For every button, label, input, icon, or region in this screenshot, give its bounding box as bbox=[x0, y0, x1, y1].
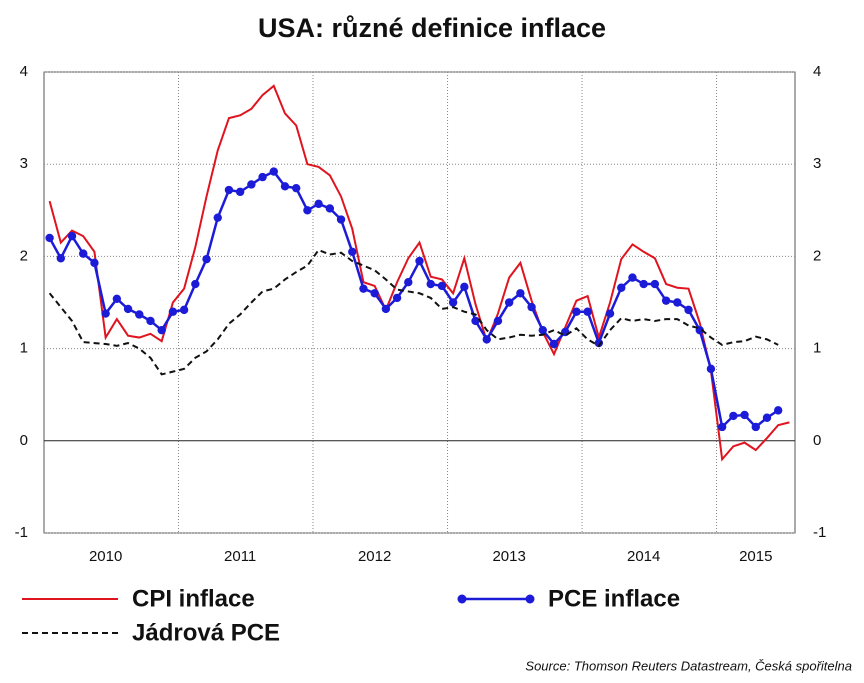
point bbox=[336, 215, 346, 224]
point bbox=[79, 249, 88, 258]
point bbox=[471, 316, 480, 326]
point bbox=[729, 411, 738, 421]
point bbox=[583, 307, 592, 316]
point bbox=[404, 278, 413, 287]
legend-label: Jádrová PCE bbox=[132, 619, 280, 646]
y2-tick-label: -1 bbox=[813, 524, 826, 541]
point bbox=[123, 304, 133, 314]
point bbox=[235, 187, 245, 197]
point bbox=[258, 172, 267, 182]
legend-marker bbox=[457, 594, 467, 604]
point bbox=[45, 233, 54, 243]
y2-tick-label: 4 bbox=[813, 63, 821, 80]
series-line bbox=[48, 248, 779, 376]
point bbox=[437, 281, 447, 291]
x-tick-label: 2015 bbox=[739, 548, 772, 565]
point bbox=[527, 302, 536, 312]
point bbox=[639, 279, 648, 289]
x-tick-label: 2012 bbox=[358, 548, 391, 565]
point bbox=[101, 309, 110, 318]
y2-tick-label: 0 bbox=[813, 432, 821, 449]
y-tick-label: -1 bbox=[15, 524, 28, 541]
x-tick-label: 2011 bbox=[224, 548, 256, 565]
plot-frame bbox=[43, 71, 796, 534]
point bbox=[740, 410, 749, 420]
point bbox=[706, 364, 716, 374]
point bbox=[325, 204, 335, 213]
point bbox=[157, 325, 166, 335]
point bbox=[538, 325, 547, 335]
point bbox=[146, 316, 155, 326]
y2-tick-label: 1 bbox=[813, 340, 821, 357]
y2-tick-label: 3 bbox=[813, 155, 821, 172]
point bbox=[370, 289, 379, 298]
point bbox=[415, 256, 424, 266]
point bbox=[673, 298, 682, 307]
point bbox=[269, 167, 278, 176]
y-tick-label: 1 bbox=[20, 340, 28, 357]
legend: CPI inflace PCE inflace Jádrová PCE bbox=[22, 585, 680, 646]
x-tick-label: 2010 bbox=[89, 548, 122, 565]
y-tick-label: 0 bbox=[20, 432, 28, 449]
point bbox=[56, 254, 66, 263]
point bbox=[628, 273, 637, 282]
point bbox=[67, 231, 77, 241]
point bbox=[482, 335, 491, 344]
point bbox=[247, 180, 256, 189]
point bbox=[504, 298, 514, 307]
point bbox=[684, 305, 693, 315]
point bbox=[292, 183, 301, 193]
x-tick-label: 2014 bbox=[627, 548, 660, 565]
point bbox=[224, 185, 234, 195]
point bbox=[650, 279, 660, 289]
point bbox=[280, 182, 290, 191]
point bbox=[179, 305, 189, 315]
point bbox=[762, 413, 772, 422]
point bbox=[751, 422, 760, 432]
point bbox=[448, 298, 458, 307]
point bbox=[549, 339, 559, 349]
point bbox=[213, 213, 222, 222]
point bbox=[516, 289, 525, 298]
point bbox=[572, 307, 581, 316]
point bbox=[493, 316, 503, 326]
point bbox=[135, 310, 144, 319]
point bbox=[168, 307, 178, 316]
point bbox=[348, 247, 357, 256]
point bbox=[314, 199, 323, 209]
point bbox=[191, 279, 200, 289]
y-tick-label: 3 bbox=[20, 155, 28, 172]
point bbox=[717, 422, 727, 432]
legend-label: PCE inflace bbox=[548, 585, 680, 612]
x-tick-label: 2013 bbox=[492, 548, 525, 565]
point bbox=[594, 338, 604, 348]
legend-marker bbox=[525, 594, 535, 604]
series-line bbox=[48, 84, 790, 462]
point bbox=[90, 258, 99, 268]
chart-title: USA: různé definice inflace bbox=[258, 13, 606, 43]
point bbox=[392, 293, 402, 303]
point bbox=[303, 206, 312, 215]
point bbox=[773, 406, 783, 415]
point bbox=[605, 309, 615, 318]
y2-tick-label: 2 bbox=[813, 247, 821, 264]
point bbox=[202, 254, 211, 264]
point bbox=[426, 279, 435, 289]
point bbox=[381, 304, 391, 314]
source-note: Source: Thomson Reuters Datastream, Česk… bbox=[525, 658, 852, 673]
point bbox=[359, 284, 368, 293]
point bbox=[661, 296, 671, 305]
y-tick-label: 4 bbox=[20, 63, 28, 80]
point bbox=[460, 282, 469, 292]
y-tick-label: 2 bbox=[20, 247, 28, 264]
point bbox=[617, 283, 626, 292]
point bbox=[112, 294, 122, 304]
legend-label: CPI inflace bbox=[132, 585, 255, 612]
